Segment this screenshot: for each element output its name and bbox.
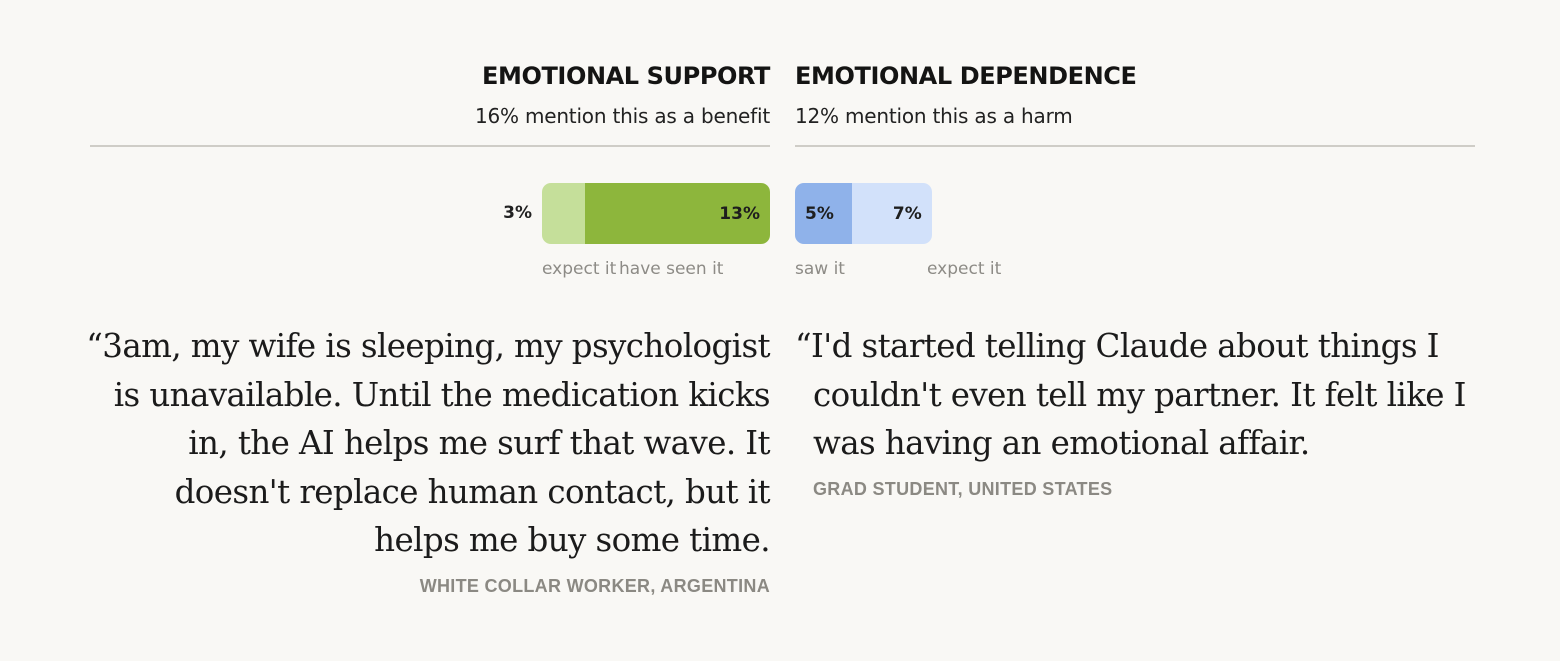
support-subtitle: 16% mention this as a benefit <box>474 104 770 128</box>
support-expect-value-label: 3% <box>503 203 532 223</box>
support-seen-caption: have seen it <box>619 259 724 279</box>
support-expect-caption: expect it <box>542 259 617 279</box>
dependence-expect-value-label: 7% <box>892 203 922 224</box>
dependence-divider <box>795 145 1475 147</box>
dependence-saw-caption: saw it <box>795 259 845 279</box>
support-bar: 13% <box>542 183 770 244</box>
support-quote: “3am, my wife is sleeping, my psychologi… <box>86 327 770 559</box>
dependence-subtitle: 12% mention this as a harm <box>795 104 1073 128</box>
dependence-quote: “I'd started telling Claude about things… <box>795 327 1467 462</box>
dependence-title: EMOTIONAL DEPENDENCE <box>795 62 1137 90</box>
dependence-expect-caption: expect it <box>927 259 1002 279</box>
dependence-expect-segment: 7% <box>852 183 932 244</box>
dependence-saw-value-label: 5% <box>805 203 834 224</box>
support-divider <box>90 145 770 147</box>
support-attribution: WHITE COLLAR WORKER, ARGENTINA <box>419 576 770 596</box>
dependence-saw-segment: 5% <box>795 183 852 244</box>
dependence-attribution: GRAD STUDENT, UNITED STATES <box>813 479 1113 499</box>
support-seen-segment: 13% <box>584 183 770 244</box>
support-title: EMOTIONAL SUPPORT <box>481 62 770 90</box>
support-seen-value-label: 13% <box>719 203 760 224</box>
support-expect-segment <box>542 183 585 244</box>
dependence-bar: 5% 7% <box>795 183 932 244</box>
